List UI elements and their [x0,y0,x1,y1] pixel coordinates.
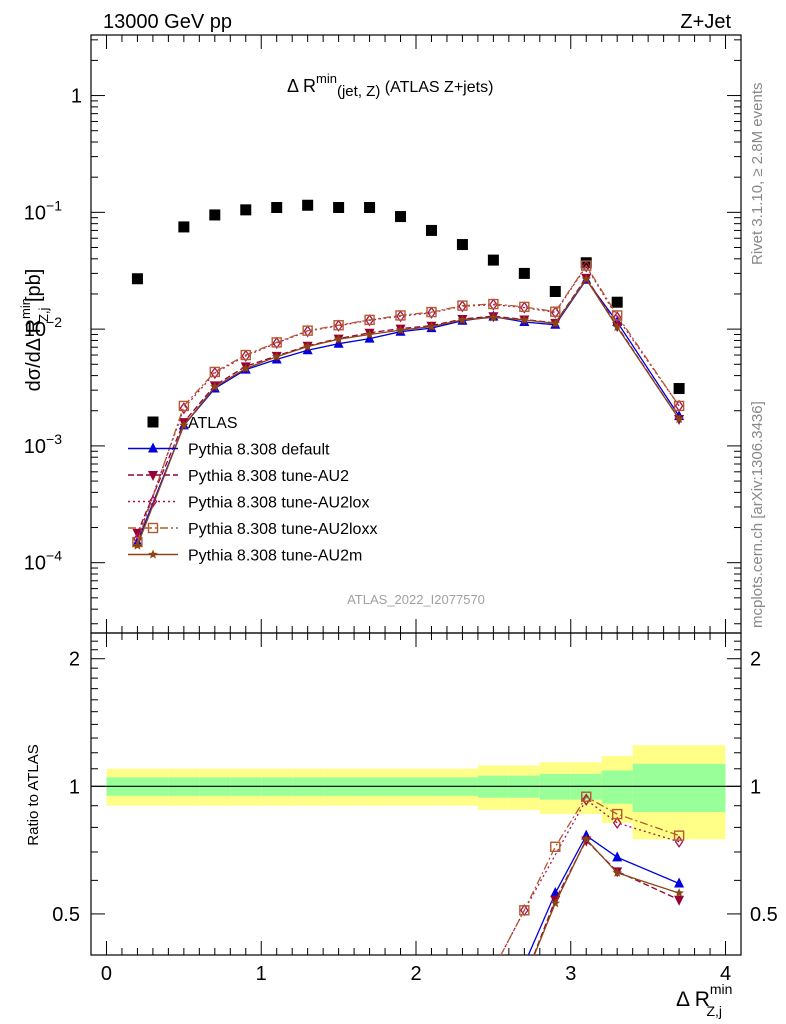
legend-marker-default [148,443,158,453]
plot-title-prefix: Δ R [287,76,316,96]
ratio-series-default [519,830,684,969]
point-atlas [271,202,282,213]
legend-label-atlas: ATLAS [188,415,238,432]
legend-label-au2m: Pythia 8.308 tune-AU2m [188,548,362,565]
point-atlas [240,204,251,215]
x-tick-label: 1 [256,963,267,985]
point-atlas [132,273,143,284]
y-tick-label-ratio-right: 0.5 [750,904,778,926]
legend-label-default: Pythia 8.308 default [188,442,330,459]
analysis-watermark: ATLAS_2022_I2077570 [347,592,485,607]
point-au2lox [180,403,187,413]
y-tick-base: 10 [24,553,46,575]
point-atlas [674,383,685,394]
point-atlas [302,200,313,211]
y-tick-exp: −1 [46,197,62,213]
x-axis-label-sub: Z,j [706,1003,722,1019]
legend-marker-au2m [148,550,158,559]
legend-marker-atlas [148,417,159,428]
ratio-point-au2lox [490,964,497,974]
ratio-point-au2 [519,976,529,986]
y-tick-label-ratio: 1 [69,776,80,798]
legend-entry-au2lox: Pythia 8.308 tune-AU2lox [128,495,369,512]
point-atlas [457,239,468,250]
ratio-point-au2m [520,975,530,984]
y-tick-label-ratio: 2 [69,649,80,671]
y-tick-exp: −2 [46,314,62,330]
legend-label-au2lox: Pythia 8.308 tune-AU2lox [188,495,369,512]
y-axis-label-main-unit: [pb] [23,269,45,308]
x-tick-label: 4 [720,963,731,985]
point-atlas [395,211,406,222]
legend-label-au2loxx: Pythia 8.308 tune-AU2loxx [188,521,377,538]
point-atlas [178,221,189,232]
x-tick-label: 2 [410,963,421,985]
legend-entry-au2m: Pythia 8.308 tune-AU2m [128,548,362,565]
y-tick-exp: −3 [46,431,62,447]
point-atlas [364,202,375,213]
point-atlas [209,209,220,220]
legend-label-au2: Pythia 8.308 tune-AU2 [188,468,349,485]
legend-entry-default: Pythia 8.308 default [128,442,330,459]
x-axis-label-text: Δ R [676,988,710,1011]
ratio-point-default [519,958,529,968]
y-tick-label-main: 1 [71,86,82,108]
chart-canvas: 13000 GeV pp Z+Jet Δ Rmin(jet, Z) (ATLAS… [0,0,786,1024]
legend-marker-au2 [148,471,158,481]
main-panel-frame [91,35,741,633]
ratio-point-au2loxx [489,965,498,974]
ratio-series-au2m [520,834,684,983]
ratio-line-default [524,836,679,965]
process-label: Z+Jet [680,11,731,33]
y-tick-base: 10 [24,436,46,458]
x-tick-label: 0 [101,963,112,985]
x-axis-label: Δ Rmin Z,j [676,981,732,1019]
ratio-point-default [612,851,622,861]
ratio-uncertainty-band [106,745,725,839]
point-au2m [133,541,143,550]
band-inner-bin [633,764,726,812]
point-atlas [612,297,623,308]
y-tick-label-ratio: 0.5 [52,904,80,926]
legend-entry-au2loxx: Pythia 8.308 tune-AU2loxx [128,521,377,538]
y-tick-base: 10 [24,202,46,224]
ratio-series-au2 [519,837,684,986]
point-atlas [550,286,561,297]
rivet-label: Rivet 3.1.10, ≥ 2.8M events [749,83,766,266]
y-tick-label-ratio-right: 2 [750,649,761,671]
y-axis-label-ratio: Ratio to ATLAS [25,744,42,845]
band-inner-bin [602,770,633,803]
series-atlas [132,200,685,394]
plot-title: Δ Rmin(jet, Z) (ATLAS Z+jets) [287,71,493,100]
legend-entry-atlas: ATLAS [148,415,238,432]
y-tick-label-ratio-right: 1 [750,776,761,798]
point-atlas [426,225,437,236]
point-atlas [333,202,344,213]
x-tick-label: 3 [565,963,576,985]
plot-title-suffix: (ATLAS Z+jets) [380,79,493,96]
ratio-point-au2m [674,888,684,897]
point-atlas [519,268,530,279]
plot-title-sup: min [316,71,337,86]
y-tick-label-main: 10−3 [24,431,62,458]
point-atlas [488,255,499,266]
y-tick-exp: −4 [46,548,62,564]
energy-label: 13000 GeV pp [103,11,232,33]
plot-title-sub: (jet, Z) [337,83,380,100]
y-tick-base: 10 [24,319,46,341]
y-tick-label-main: 10−2 [24,314,62,341]
ratio-point-au2 [674,896,684,906]
y-tick-label-main: 10−4 [24,548,62,575]
mcplots-label: mcplots.cern.ch [arXiv:1306.3436] [749,401,766,628]
legend: ATLAS Pythia 8.308 default Pythia 8.308 tu… [128,415,377,565]
y-tick-label-main: 10−1 [24,197,62,224]
